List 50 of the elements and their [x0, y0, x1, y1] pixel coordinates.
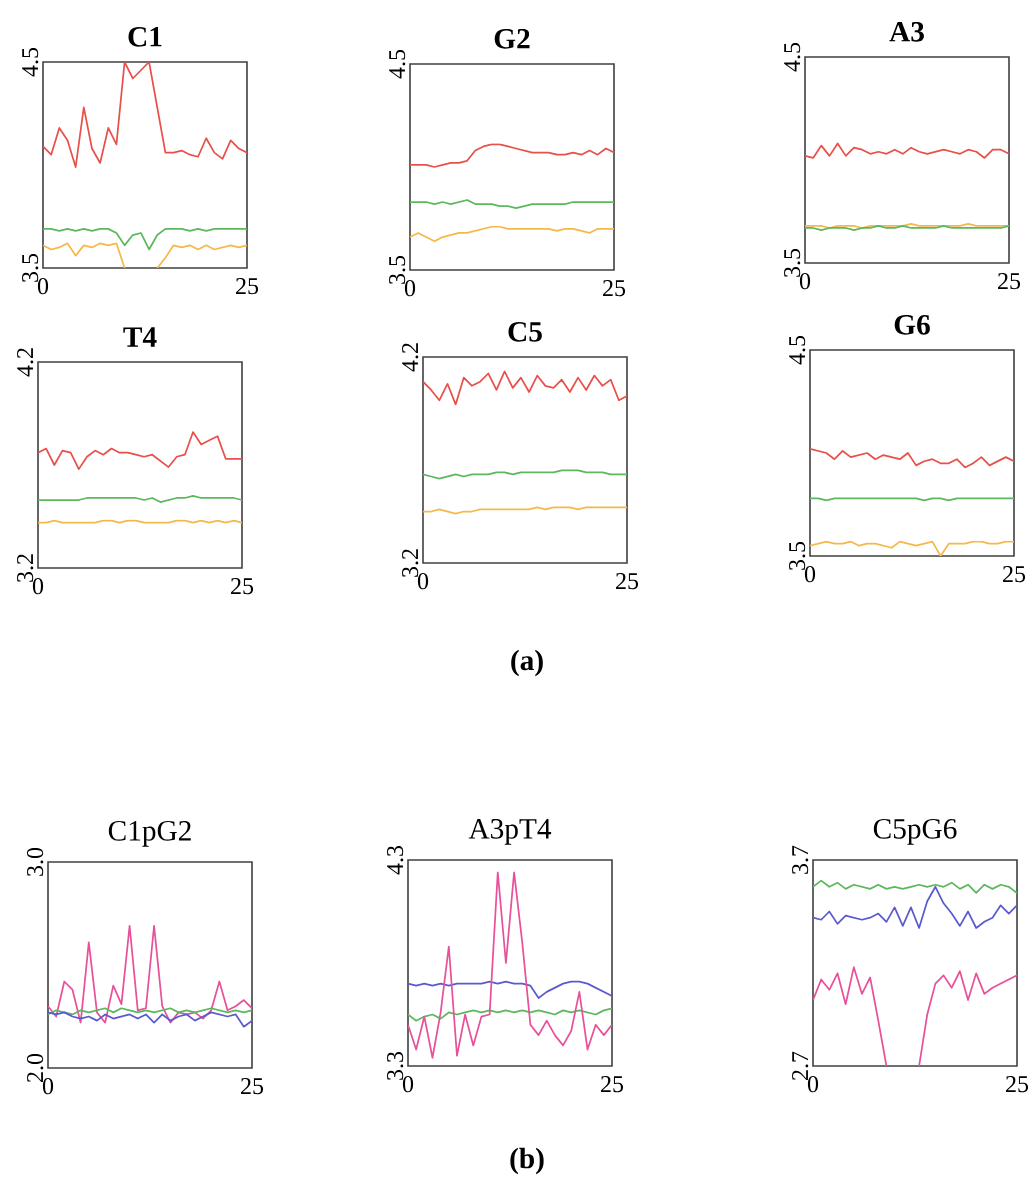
y-tick-label: 3.5 [783, 248, 801, 277]
chart-title: G2 [494, 28, 530, 49]
x-tick-label: 0 [32, 578, 43, 595]
x-tick-label: 25 [602, 280, 625, 297]
x-tick-label: 0 [42, 1078, 53, 1095]
y-tick-label: 3.5 [388, 255, 406, 284]
y-tick-label: 4.5 [388, 49, 406, 79]
chart-title: C5pG6 [873, 818, 957, 845]
chart-title: G6 [894, 314, 930, 335]
y-tick-label: 3.5 [21, 253, 39, 282]
y-tick-label: 4.5 [21, 47, 39, 77]
x-tick-label: 25 [1005, 1076, 1028, 1093]
x-tick-label: 0 [417, 573, 428, 590]
x-tick-label: 25 [615, 573, 638, 590]
x-tick-label: 25 [997, 273, 1020, 290]
x-tick-label: 25 [1002, 566, 1025, 583]
y-tick-label: 2.7 [791, 1051, 809, 1080]
y-tick-label: 4.3 [386, 845, 404, 875]
x-tick-label: 25 [600, 1076, 623, 1093]
text: (b) [510, 1147, 544, 1175]
chart-title: T4 [123, 327, 157, 347]
y-tick-label: 3.0 [26, 847, 44, 876]
y-tick-label: 2.0 [26, 1053, 44, 1082]
y-tick-label: 4.2 [401, 343, 419, 372]
y-tick-label: 3.5 [788, 541, 806, 570]
line-series [47, 925, 252, 1024]
chart-title: C1 [128, 26, 162, 47]
y-tick-label: 4.5 [788, 335, 806, 365]
y-tick-label: 3.7 [791, 845, 809, 874]
y-tick-label: 4.2 [16, 348, 34, 377]
y-tick-label: 3.3 [386, 1051, 404, 1080]
chart-title: A3 [889, 21, 924, 42]
x-tick-label: 0 [402, 1076, 413, 1093]
x-tick-label: 25 [240, 1078, 263, 1095]
chart-title: A3pT4 [468, 818, 551, 845]
x-tick-label: 0 [804, 566, 815, 583]
x-tick-label: 0 [404, 280, 415, 297]
x-tick-label: 0 [799, 273, 810, 290]
x-tick-label: 0 [37, 278, 48, 295]
x-tick-label: 0 [807, 1076, 818, 1093]
chart-title: C1pG2 [108, 820, 191, 847]
line-series [422, 370, 627, 406]
y-tick-label: 3.2 [16, 554, 34, 582]
text: (a) [510, 649, 543, 677]
line-series [407, 871, 612, 1059]
x-tick-label: 25 [235, 278, 258, 295]
chart-title: C5 [508, 321, 542, 342]
x-tick-label: 25 [230, 578, 253, 595]
y-tick-label: 4.5 [783, 42, 801, 72]
y-tick-label: 3.2 [401, 549, 419, 577]
